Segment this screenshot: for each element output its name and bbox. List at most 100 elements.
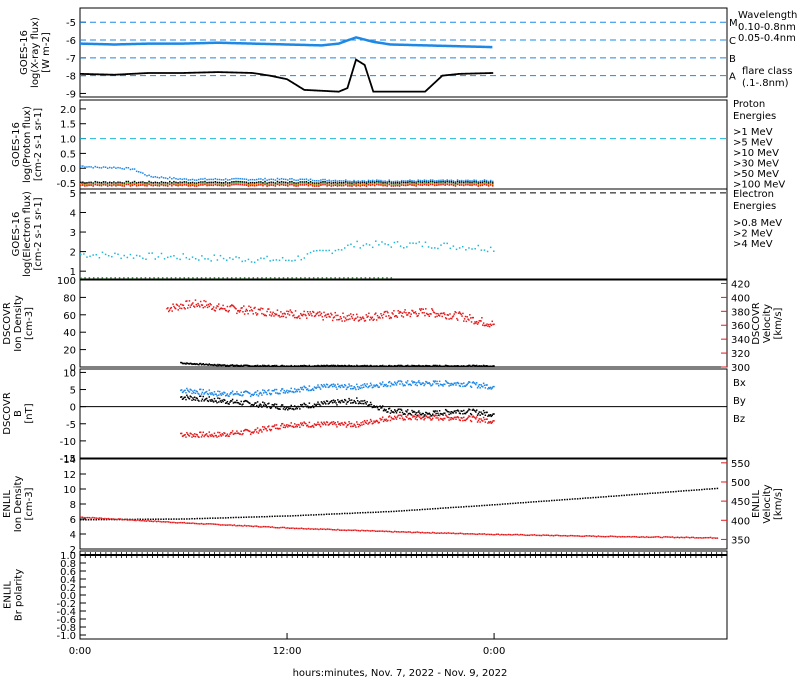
proton-series-4-point [322, 183, 324, 185]
dscovr-mag-series-0-point [362, 400, 364, 402]
proton-series-0-point [220, 179, 223, 181]
enlil-velocity-series-point [613, 535, 615, 538]
proton-series-4-point [450, 183, 453, 185]
enlil-velocity-y-tick-label: 500 [731, 478, 750, 489]
proton-series-1-point [460, 181, 463, 183]
dscovr-density-series-point [212, 364, 215, 367]
dscovr-mag-series-1-point [306, 388, 309, 390]
dscovr-mag-series-1-point [253, 393, 255, 395]
enlil-velocity-series-point [438, 532, 441, 534]
dscovr-velocity-series-point [437, 312, 439, 315]
proton-y-label: log(Proton flux) [22, 106, 33, 183]
enlil-velocity-series-point [695, 537, 698, 539]
dscovr-mag-series-0-point [271, 403, 274, 406]
dscovr-mag-series-1-point [482, 382, 485, 385]
dscovr-velocity-series-point [356, 316, 359, 318]
proton-series-4-point [218, 183, 221, 186]
proton-series-5-point [342, 184, 345, 187]
electron-series-0-point [160, 252, 163, 255]
electron-series-1-point [149, 277, 151, 279]
dscovr-velocity-series-point [394, 314, 397, 317]
dscovr-mag-series-1-point [475, 383, 477, 386]
dscovr-mag-series-2-point [359, 424, 362, 427]
enlil-density-series-point [90, 518, 92, 521]
dscovr-velocity-series-point [335, 314, 337, 317]
proton-series-4-point [98, 183, 101, 186]
proton-series-0-point [471, 180, 473, 182]
proton-series-1-point [492, 182, 494, 184]
enlil-velocity-series-point [416, 531, 418, 533]
dscovr-density-series-point [364, 365, 367, 367]
dscovr-mag-series-0-point [276, 407, 279, 409]
dscovr-velocity-series-point [389, 316, 392, 319]
dscovr-density-series-point [433, 364, 436, 367]
dscovr-velocity-series-point [350, 315, 353, 318]
dscovr-mag-series-2-point [406, 416, 408, 418]
dscovr-mag-series-2-point [237, 432, 239, 434]
electron-series-1-point [114, 277, 117, 279]
dscovr-mag-series-1-point [405, 381, 407, 383]
dscovr-mag-series-2-point [311, 425, 313, 427]
dscovr-velocity-series-point [270, 315, 273, 317]
enlil-velocity-y-label: [km/s] [773, 488, 784, 520]
dscovr-mag-series-0-point [180, 396, 182, 398]
enlil-velocity-series-point [699, 537, 701, 539]
dscovr-density-series-point [287, 365, 290, 367]
dscovr-density-series-point [238, 365, 241, 367]
dscovr-mag-series-1-point [384, 384, 387, 387]
proton-series-4-point [88, 183, 90, 186]
enlil-velocity-series-point [378, 530, 380, 532]
enlil-velocity-series-point [306, 528, 308, 530]
proton-series-0-point [282, 178, 285, 180]
dscovr-density-series-point [360, 365, 362, 367]
enlil-velocity-series-point [694, 537, 696, 539]
electron-series-1-point [386, 277, 388, 279]
proton-series-4-point [396, 184, 399, 186]
enlil-velocity-series-point [159, 520, 161, 523]
electron-series-1-point [80, 277, 82, 279]
dscovr-density-series-point [356, 365, 359, 367]
dscovr-mag-series-2-point [197, 435, 199, 438]
proton-series-0-point [384, 180, 386, 182]
dscovr-mag-series-0-point [412, 411, 414, 414]
enlil-density-series-point [483, 504, 486, 507]
dscovr-velocity-y-tick-label: 420 [731, 279, 750, 290]
enlil-velocity-series-point [657, 536, 660, 538]
dscovr-mag-series-2-point [383, 418, 386, 421]
dscovr-mag-series-1-point [383, 383, 386, 386]
enlil-velocity-series-point [633, 535, 636, 538]
dscovr-velocity-series-point [190, 304, 192, 306]
dscovr-mag-series-2-point [479, 421, 481, 423]
proton-series-4-point [429, 182, 432, 185]
enlil-density-series-point [325, 513, 328, 515]
proton-series-4-point [326, 184, 328, 186]
dscovr-density-series-point [414, 365, 417, 368]
enlil-density-series-point [250, 516, 253, 518]
proton-series-4-point [241, 183, 243, 185]
enlil-velocity-series-point [716, 537, 719, 539]
dscovr-velocity-series-point [289, 309, 292, 311]
dscovr-velocity-series-point [229, 305, 231, 308]
dscovr-mag-series-2-point [400, 415, 403, 417]
dscovr-mag-series-0-point [421, 412, 424, 415]
dscovr-mag-series-1-point [200, 393, 203, 395]
dscovr-velocity-series-point [274, 312, 276, 315]
proton-series-5-point [382, 184, 384, 187]
enlil-density-series-point [644, 493, 646, 495]
electron-series-1-point [183, 277, 186, 279]
dscovr-velocity-series-point [174, 307, 176, 309]
proton-series-4-point [171, 184, 173, 186]
xray-panel-frame [79, 7, 728, 98]
proton-series-0-point [251, 178, 254, 181]
dscovr-mag-series-2-point [444, 417, 446, 420]
dscovr-density-series-point [268, 364, 270, 367]
proton-series-5-point [417, 183, 419, 186]
proton-series-0-point [398, 180, 401, 183]
dscovr-mag-series-2-point [249, 430, 251, 433]
dscovr-mag-series-2-point [366, 419, 368, 422]
electron-y-tick-label: 4 [70, 208, 76, 219]
proton-series-5-point [386, 185, 388, 187]
proton-series-0-point [262, 179, 264, 181]
proton-series-5-point [237, 183, 239, 186]
dscovr-velocity-series-point [448, 318, 450, 320]
